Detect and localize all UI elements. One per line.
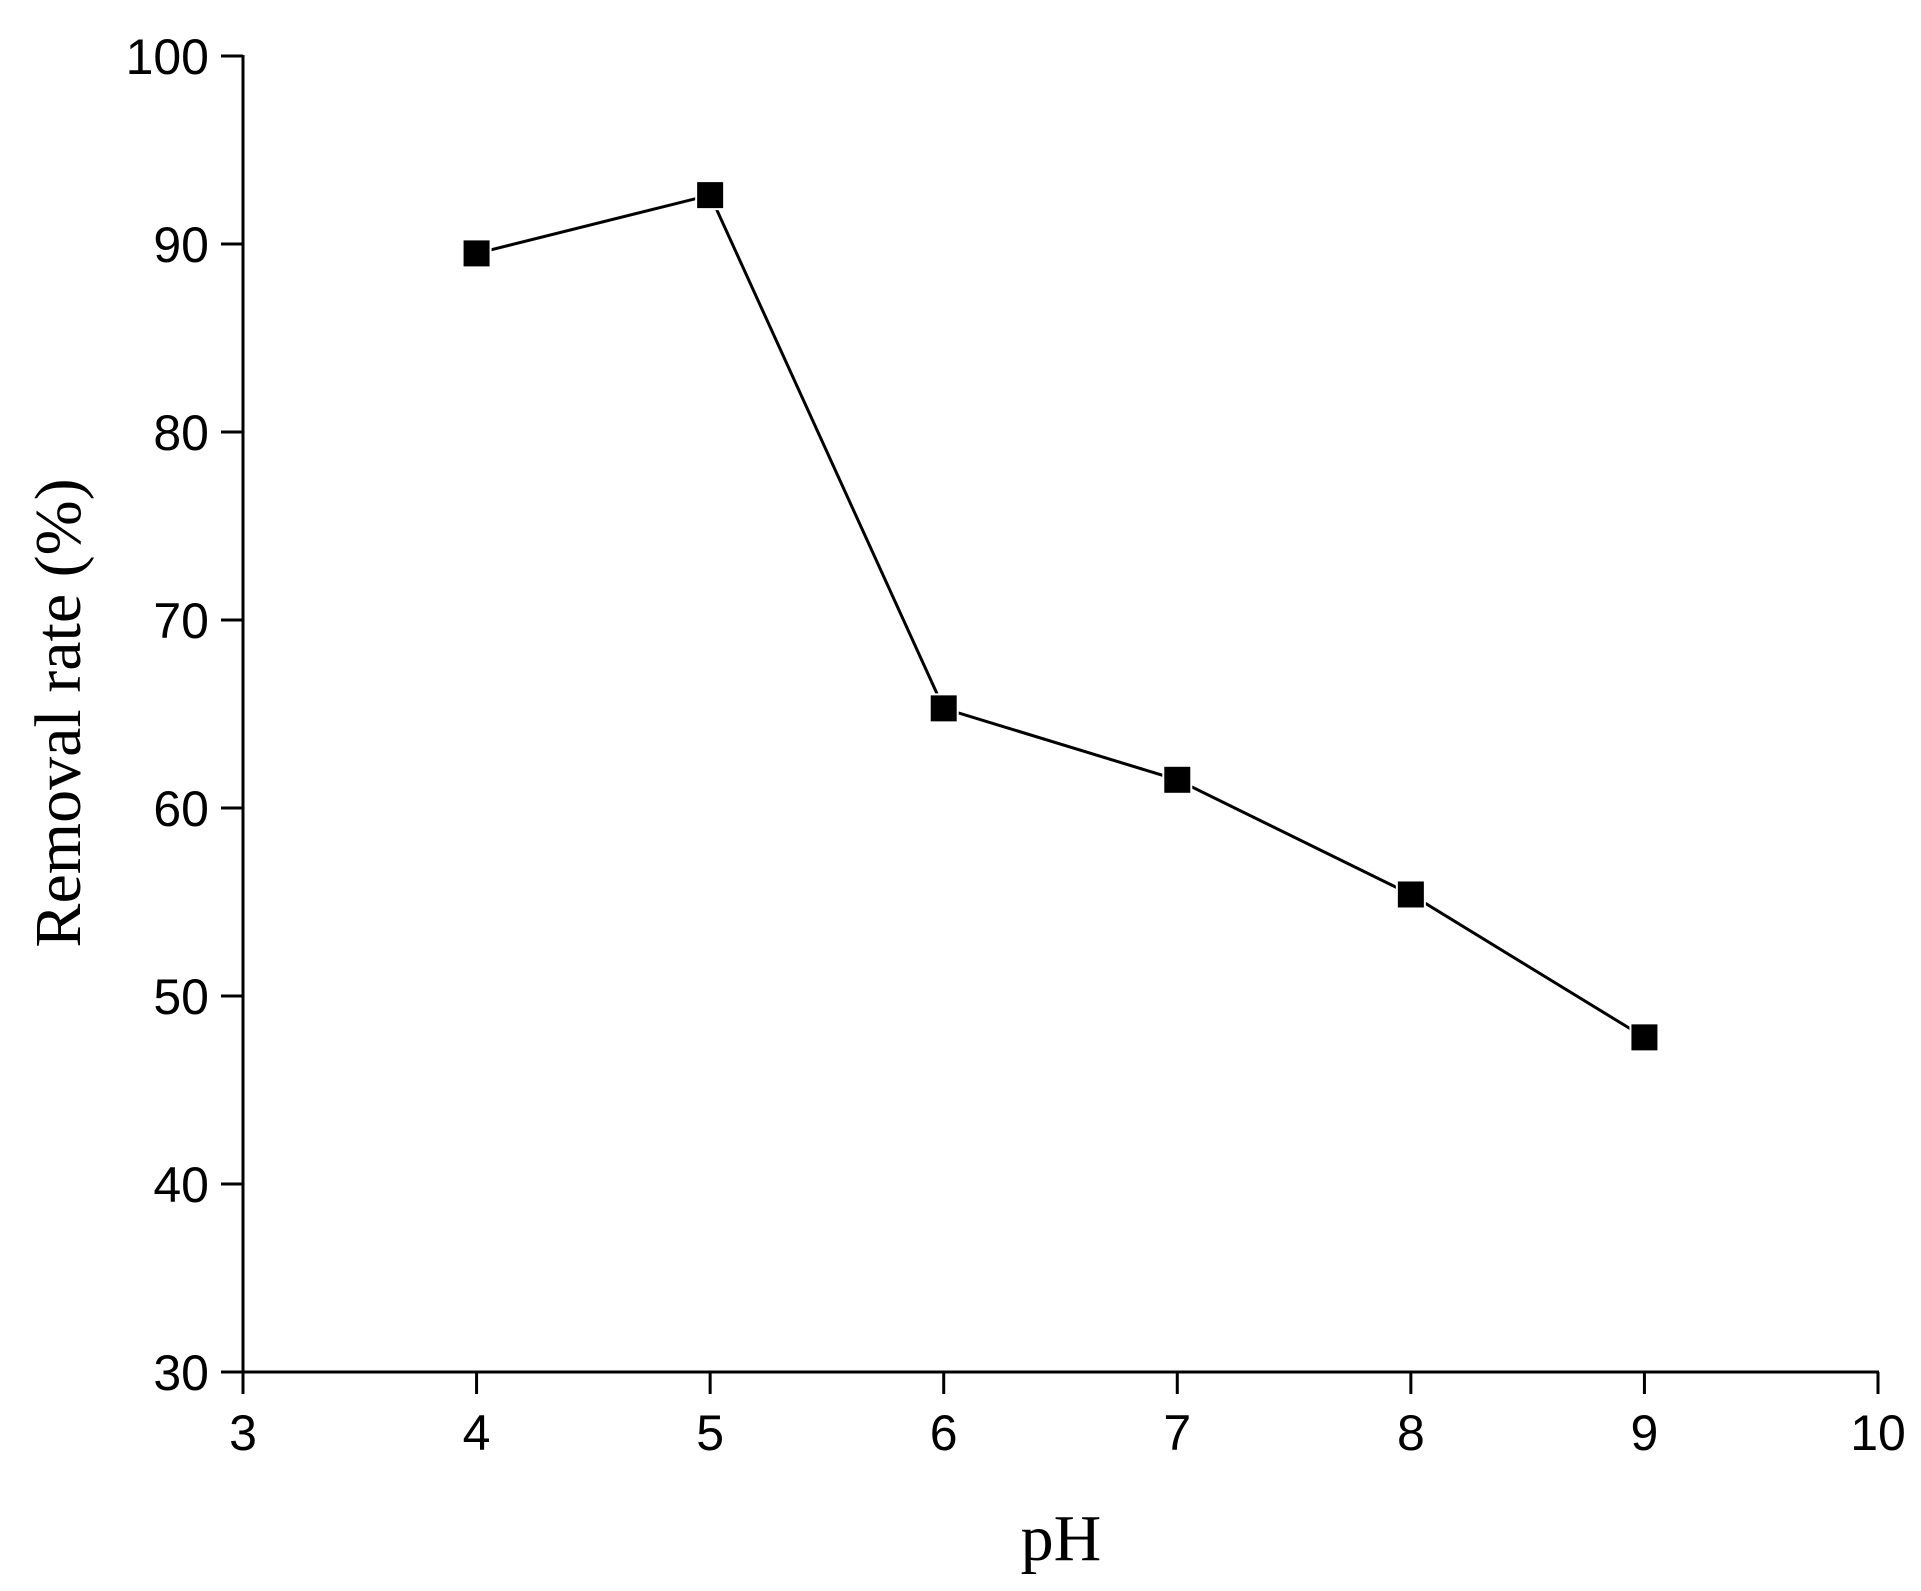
- data-point-marker: [928, 693, 959, 724]
- data-point-marker: [461, 238, 492, 269]
- x-tick-label: 6: [930, 1405, 958, 1461]
- y-tick-label: 70: [153, 593, 209, 649]
- data-point-marker: [1162, 764, 1193, 795]
- y-tick-label: 100: [126, 29, 209, 85]
- y-tick-label: 30: [153, 1345, 209, 1401]
- x-tick-label: 9: [1631, 1405, 1659, 1461]
- data-point-marker: [1395, 879, 1426, 910]
- y-tick-label: 90: [153, 217, 209, 273]
- data-point-marker: [1629, 1022, 1660, 1053]
- series-line: [476, 193, 1646, 1039]
- axes: [241, 55, 1879, 1374]
- x-tick-label: 3: [229, 1405, 257, 1461]
- y-tick-label: 40: [153, 1157, 209, 1213]
- y-axis-title: Removal rate (%): [22, 478, 95, 947]
- axis-ticks: 30 40 50 60 70 80 90 100 3 4 5 6 7 8 9 10: [126, 29, 1906, 1461]
- data-point-marker: [695, 180, 726, 211]
- x-tick-label: 7: [1163, 1405, 1191, 1461]
- x-tick-label: 4: [463, 1405, 491, 1461]
- y-tick-label: 80: [153, 405, 209, 461]
- x-tick-label: 8: [1397, 1405, 1425, 1461]
- y-tick-label: 50: [153, 969, 209, 1025]
- x-tick-label: 5: [696, 1405, 724, 1461]
- data-series: [461, 180, 1660, 1053]
- x-tick-label: 10: [1850, 1405, 1906, 1461]
- x-axis-title: pH: [1021, 1502, 1102, 1575]
- y-tick-label: 60: [153, 781, 209, 837]
